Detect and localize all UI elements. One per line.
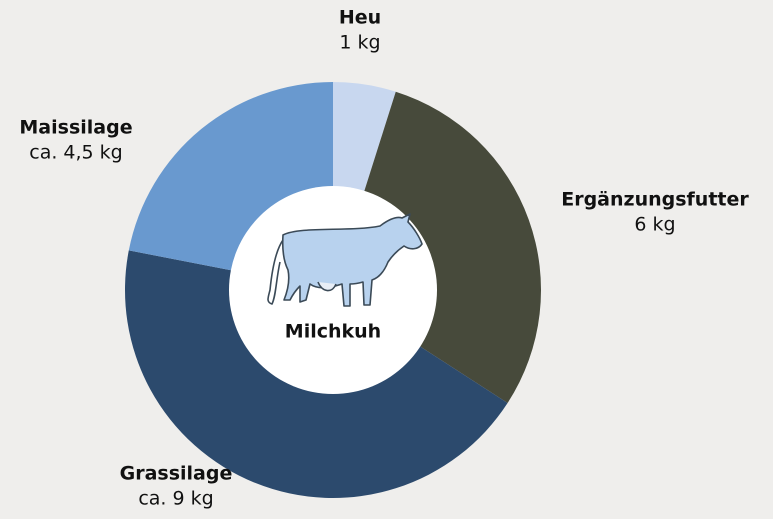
- category-label: Ergänzungsfutter: [561, 189, 749, 211]
- center-label: Milchkuh: [285, 321, 381, 343]
- category-label: Heu: [339, 7, 381, 29]
- value-label: 6 kg: [634, 214, 675, 236]
- value-label: 1 kg: [339, 32, 380, 54]
- category-label: Grassilage: [120, 463, 233, 485]
- chart: Milchkuh Heu 1 kg Ergänzungsfutter 6 kg Gras…: [0, 0, 773, 515]
- page: Milchkuh Heu 1 kg Ergänzungsfutter 6 kg Gras…: [0, 0, 773, 515]
- value-label: ca. 4,5 kg: [29, 142, 123, 164]
- category-label: Maissilage: [19, 117, 132, 139]
- value-label: ca. 9 kg: [138, 488, 213, 510]
